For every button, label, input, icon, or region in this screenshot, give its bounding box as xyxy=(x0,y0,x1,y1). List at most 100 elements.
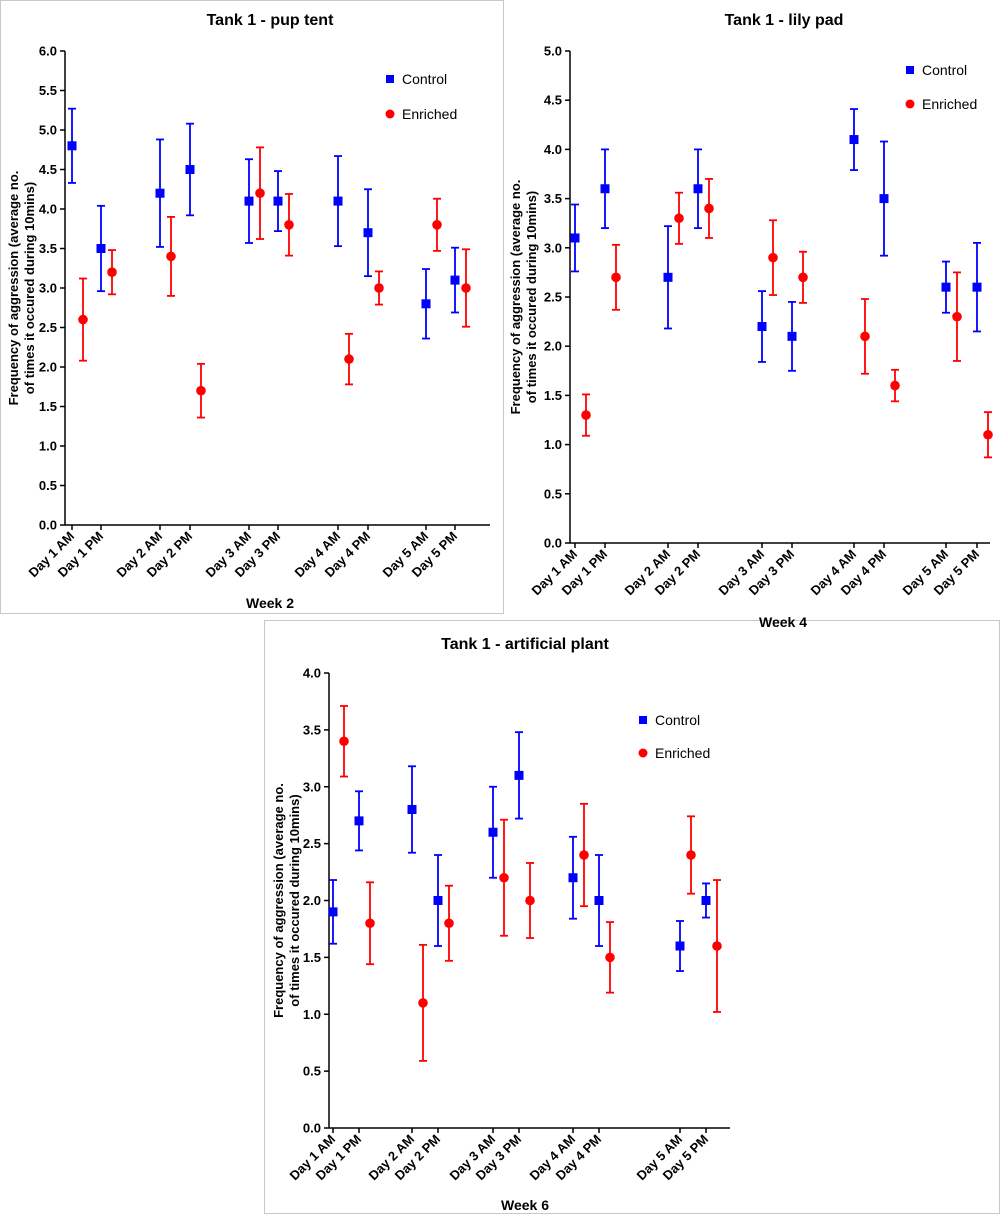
legend-enriched-label: Enriched xyxy=(922,96,977,112)
control-point xyxy=(600,184,610,194)
enriched-point xyxy=(798,272,808,283)
control-point xyxy=(693,184,703,194)
legend-control-marker xyxy=(639,716,647,724)
y-tick-label: 4.0 xyxy=(39,202,57,217)
y-tick-label: 3.5 xyxy=(303,722,321,737)
control-point xyxy=(363,228,373,238)
y-tick-label: 1.5 xyxy=(303,950,321,965)
chart-panel: Tank 1 - artificial plant 0.0 0.5 1.0 1.5 2.0… xyxy=(271,636,730,1213)
y-tick-label: 0.0 xyxy=(303,1121,321,1136)
y-tick-label: 2.0 xyxy=(303,893,321,908)
control-point xyxy=(488,827,498,837)
chart-panel: Tank 1 - pup tent 0.0 0.5 1.0 1.5 2.0 2.5 3.0 3.… xyxy=(6,12,490,611)
control-point xyxy=(433,896,443,905)
enriched-point xyxy=(107,267,117,278)
enriched-point xyxy=(365,918,375,929)
charts-group: Tank 1 - pup tent 0.0 0.5 1.0 1.5 2.0 2.5 3.0 3.… xyxy=(6,12,993,1213)
y-tick-label: 2.5 xyxy=(303,836,321,851)
enriched-point xyxy=(196,385,206,396)
y-tick-label: 0.0 xyxy=(39,518,57,533)
chart-title: Tank 1 - artificial plant xyxy=(441,636,609,653)
chart-title: Tank 1 - lily pad xyxy=(725,12,844,29)
enriched-point xyxy=(704,203,714,214)
control-point xyxy=(96,244,106,253)
y-tick-label: 3.5 xyxy=(39,241,57,256)
y-tick-label: 1.0 xyxy=(303,1007,321,1022)
enriched-point xyxy=(686,850,696,860)
legend-enriched-marker xyxy=(638,748,648,758)
control-point xyxy=(701,896,711,905)
y-tick-label: 4.5 xyxy=(544,93,562,108)
control-point xyxy=(570,233,580,243)
control-point xyxy=(407,805,417,814)
control-point xyxy=(757,322,767,332)
y-tick-label: 0.5 xyxy=(39,478,57,493)
y-tick-label: 1.0 xyxy=(39,439,57,454)
control-point xyxy=(67,141,77,151)
control-point xyxy=(568,873,578,883)
control-point xyxy=(328,907,338,917)
control-point xyxy=(514,770,524,780)
chart-title: Tank 1 - pup tent xyxy=(207,12,334,29)
control-point xyxy=(273,196,283,206)
x-axis-label: Week 6 xyxy=(501,1197,549,1213)
control-point xyxy=(421,299,431,309)
y-tick-label: 1.5 xyxy=(544,388,562,403)
enriched-point xyxy=(432,220,442,230)
enriched-point xyxy=(605,952,615,963)
enriched-point xyxy=(344,354,354,364)
control-point xyxy=(941,282,951,292)
y-tick-label: 1.0 xyxy=(544,437,562,452)
y-axis-label: Frequency of aggression (average no. xyxy=(6,171,21,406)
control-point xyxy=(185,165,195,174)
enriched-point xyxy=(890,380,900,391)
y-tick-label: 6.0 xyxy=(39,44,57,59)
legend-enriched-marker xyxy=(385,109,395,119)
control-point xyxy=(879,194,889,204)
control-point xyxy=(244,196,254,206)
control-point xyxy=(594,896,604,905)
y-tick-label: 2.5 xyxy=(544,290,562,305)
control-point xyxy=(354,816,364,826)
control-point xyxy=(450,275,460,285)
enriched-point xyxy=(284,220,294,230)
y-tick-label: 1.5 xyxy=(39,399,57,414)
enriched-point xyxy=(674,213,684,224)
enriched-point xyxy=(611,272,621,283)
control-point xyxy=(663,272,673,282)
y-tick-label: 4.0 xyxy=(544,142,562,157)
y-tick-label: 5.5 xyxy=(39,83,57,98)
y-tick-label: 0.5 xyxy=(303,1064,321,1079)
control-point xyxy=(333,196,343,206)
legend-enriched-marker xyxy=(905,99,915,109)
chart-panel: Tank 1 - lily pad 0.0 0.5 1.0 1.5 2.0 2.5 3.0 3.… xyxy=(508,12,993,630)
y-axis-label: Frequency of aggression (average no. xyxy=(508,180,523,415)
x-axis-label: Week 4 xyxy=(759,614,807,630)
y-axis-label: of times it occured during 10mins) xyxy=(287,794,302,1006)
enriched-point xyxy=(78,314,88,325)
y-tick-label: 3.5 xyxy=(544,191,562,206)
enriched-point xyxy=(461,283,471,293)
y-axis-label: of times it occured during 10mins) xyxy=(22,182,37,394)
enriched-point xyxy=(525,895,535,906)
y-tick-label: 2.0 xyxy=(39,360,57,375)
panel-frame-week6 xyxy=(264,620,1000,1214)
control-point xyxy=(972,282,982,292)
enriched-point xyxy=(983,429,993,440)
y-tick-label: 3.0 xyxy=(39,281,57,296)
y-axis-label: of times it occured during 10mins) xyxy=(524,191,539,403)
enriched-point xyxy=(418,998,428,1008)
y-tick-label: 2.0 xyxy=(544,339,562,354)
legend-control-label: Control xyxy=(402,71,447,87)
enriched-point xyxy=(444,918,454,929)
x-axis-label: Week 2 xyxy=(246,595,294,611)
y-tick-label: 5.0 xyxy=(39,123,57,138)
control-point xyxy=(787,331,797,341)
y-tick-label: 2.5 xyxy=(39,320,57,335)
enriched-point xyxy=(499,872,509,883)
y-tick-label: 5.0 xyxy=(544,44,562,59)
enriched-point xyxy=(579,850,589,860)
y-tick-label: 0.0 xyxy=(544,536,562,551)
legend-control-label: Control xyxy=(922,62,967,78)
